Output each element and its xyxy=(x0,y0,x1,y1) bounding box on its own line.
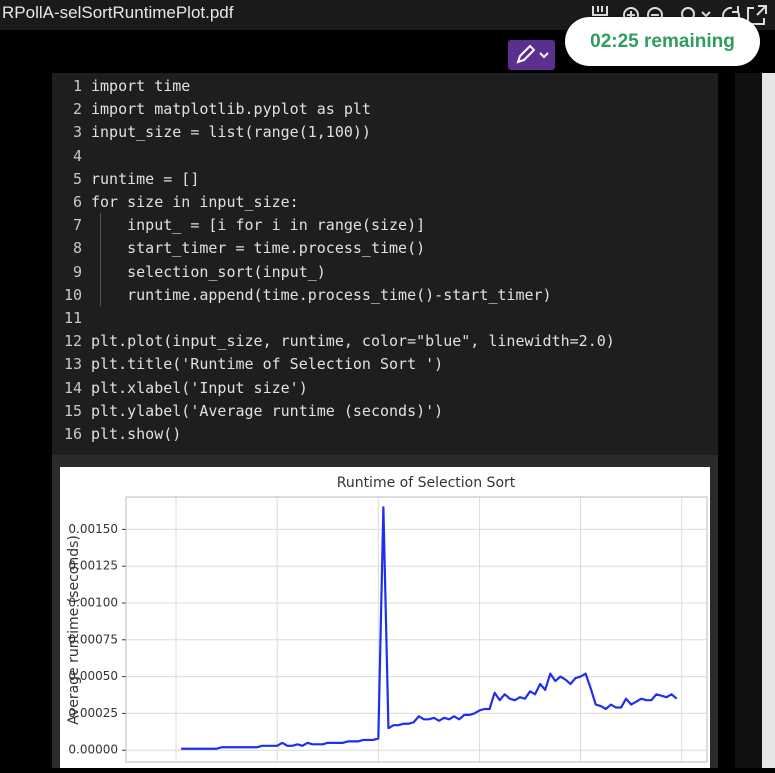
data-line xyxy=(181,506,678,750)
code-line: runtime.append(time.process_time()-start… xyxy=(91,285,552,304)
y-tick-label: 0.00050 xyxy=(68,669,118,683)
pen-icon xyxy=(516,44,549,64)
chart-area: Runtime of Selection Sort Average runtim… xyxy=(60,467,710,768)
line-number: 3 xyxy=(72,123,82,142)
line-number: 4 xyxy=(72,146,82,165)
line-number: 1 xyxy=(72,77,82,95)
code-line: plt.xlabel('Input size') xyxy=(91,378,308,397)
code-line: plt.plot(input_size, runtime, color="blu… xyxy=(91,332,615,351)
y-tick-label: 0.00125 xyxy=(68,559,118,573)
document-title: RPollA-selSortRuntimePlot.pdf xyxy=(2,3,234,22)
y-tick-label: 0.00025 xyxy=(68,706,118,720)
code-line: input_size = list(range(1,100)) xyxy=(91,123,371,142)
line-number: 7 xyxy=(72,216,82,235)
line-number: 13 xyxy=(63,355,82,374)
y-tick-label: 0.00150 xyxy=(68,522,118,536)
code-block: 1 import time 2 import matplotlib.pyplot as… xyxy=(52,73,718,455)
code-line: import matplotlib.pyplot as plt xyxy=(91,100,371,119)
line-number: 11 xyxy=(63,309,82,327)
code-line: import time xyxy=(91,77,191,95)
line-number: 10 xyxy=(63,285,82,304)
line-number: 2 xyxy=(72,100,82,119)
y-tick-label: 0.00000 xyxy=(68,743,118,757)
line-number: 8 xyxy=(72,239,82,258)
code-line: for size in input_size: xyxy=(91,193,299,211)
chart-title: Runtime of Selection Sort xyxy=(337,475,516,491)
chart: Runtime of Selection Sort Average runtim… xyxy=(66,475,708,763)
timer-badge: 02:25 remaining xyxy=(565,17,760,66)
code-line: input_ = [i for i in range(size)] xyxy=(91,216,426,235)
y-tick-label: 0.00100 xyxy=(68,596,118,610)
line-number: 9 xyxy=(72,262,82,281)
icon-crown[interactable] xyxy=(592,6,608,16)
plot-frame xyxy=(125,496,708,763)
line-number: 16 xyxy=(63,425,82,443)
code-line: selection_sort(input_) xyxy=(91,262,326,281)
code-line: start_timer = time.process_time() xyxy=(91,239,426,258)
line-number: 6 xyxy=(72,193,82,211)
line-number: 12 xyxy=(63,332,82,351)
y-axis-label: Average runtime (seconds) xyxy=(66,535,82,725)
annotate-button[interactable] xyxy=(508,40,555,70)
code-line: plt.show() xyxy=(91,425,182,443)
code-line: plt.ylabel('Average runtime (seconds)') xyxy=(91,401,444,420)
indent-guide xyxy=(100,213,101,306)
scrollbar[interactable] xyxy=(762,73,775,768)
code-line: runtime = [] xyxy=(91,169,200,188)
y-tick-label: 0.00075 xyxy=(68,632,118,646)
line-number: 5 xyxy=(72,169,82,188)
line-number: 15 xyxy=(63,401,82,420)
code-line: plt.title('Runtime of Selection Sort ') xyxy=(91,355,444,374)
line-number: 14 xyxy=(63,378,82,397)
